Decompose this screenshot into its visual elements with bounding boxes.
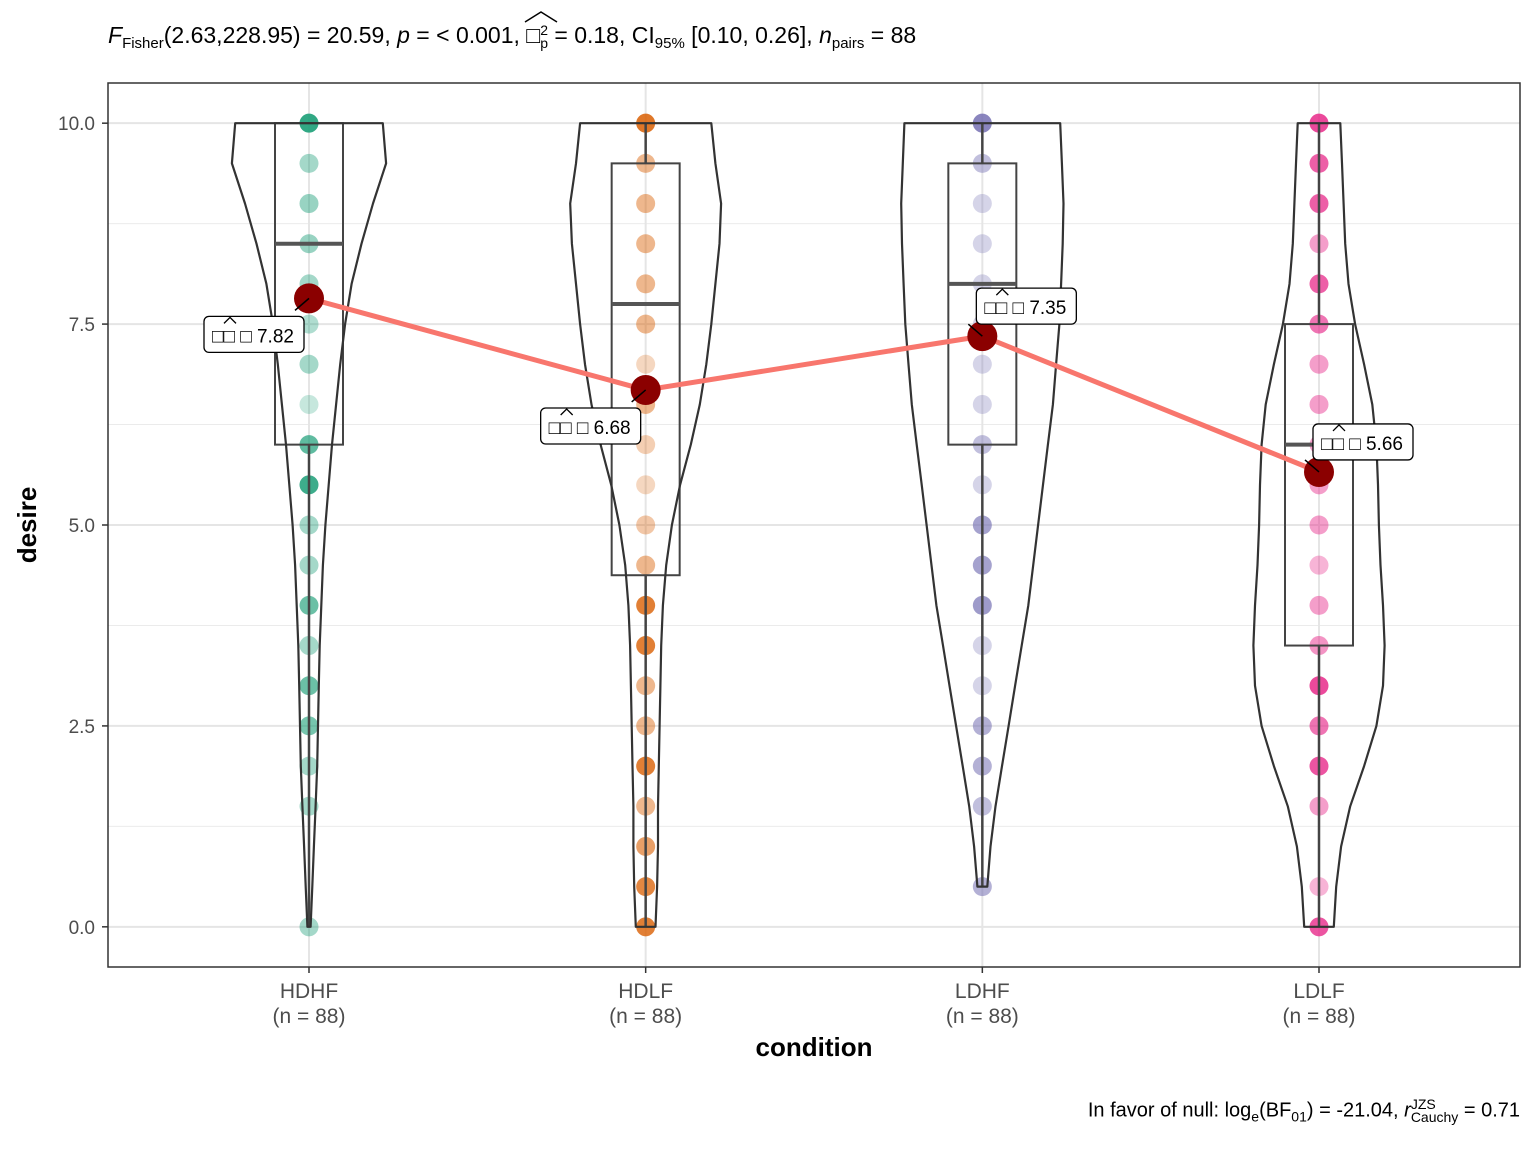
y-tick-label: 10.0 [58, 114, 95, 135]
mean-label-leader [1304, 459, 1320, 473]
x-count-label: (n = 88) [946, 1005, 1019, 1028]
data-point [1309, 515, 1329, 535]
x-tick-label: HDLF [618, 980, 673, 1003]
data-point [1309, 394, 1329, 414]
mean-label-hat [223, 316, 237, 324]
data-point [972, 194, 992, 214]
caption-prefix: In favor of null: log [1087, 1099, 1252, 1122]
x-count-label: (n = 88) [609, 1005, 682, 1028]
effect-sup: 2 [540, 21, 548, 38]
chart-caption: In favor of null: loge(BF01) = -21.04, r… [1087, 1096, 1520, 1125]
y-tick-label: 2.5 [69, 717, 95, 738]
y-axis-title: desire [12, 487, 42, 564]
data-point [636, 354, 656, 374]
mean-label-box [1312, 423, 1414, 461]
data-point [1309, 595, 1329, 615]
x-count-label: (n = 88) [273, 1005, 346, 1028]
data-point [299, 354, 319, 374]
caption-bf-sub: 01 [1291, 1108, 1307, 1125]
group-LDHF [900, 113, 1065, 897]
data-point [636, 555, 656, 575]
data-point [299, 153, 319, 173]
data-point [299, 394, 319, 414]
box-iqr [610, 162, 681, 577]
y-tick-label: 7.5 [69, 315, 95, 336]
x-axis-title: condition [756, 1032, 873, 1062]
data-point [1309, 555, 1329, 575]
effect-symbol: □ [526, 22, 541, 48]
mean-label-leader [294, 297, 310, 311]
data-point [636, 194, 656, 214]
effect-hat-mark [524, 11, 558, 23]
mean-label-leader [967, 323, 983, 337]
mean-label: □□ □ 7.82 [212, 326, 294, 347]
data-point [636, 234, 656, 254]
data-point [636, 515, 656, 535]
data-point [972, 394, 992, 414]
y-tick-label: 5.0 [69, 516, 95, 537]
data-point [972, 234, 992, 254]
stat-value: (2.63,228.95) = 20.59, [163, 22, 398, 48]
group-HDLF [569, 113, 723, 937]
violin-outline [1252, 122, 1386, 928]
data-point [636, 274, 656, 294]
data-point [636, 475, 656, 495]
mean-label: □□ □ 7.35 [984, 298, 1066, 319]
caption-r-sub: Cauchy [1410, 1109, 1459, 1125]
mean-label: □□ □ 6.68 [549, 418, 631, 439]
data-point [972, 354, 992, 374]
caption-log-sub: e [1251, 1108, 1260, 1125]
mean-label-hat [1332, 424, 1346, 432]
box-iqr [1284, 323, 1354, 647]
ci-value: [0.10, 0.26], [684, 22, 820, 48]
caption-r-sup: JZS [1410, 1096, 1436, 1112]
mean-label-box [975, 287, 1077, 325]
group-LDLF [1252, 113, 1386, 937]
caption-bf-rest: ) = -21.04, [1306, 1099, 1405, 1122]
mean-label-box [540, 407, 642, 445]
mean-label: □□ □ 5.66 [1321, 434, 1403, 455]
n-symbol: n [819, 22, 832, 48]
group-HDHF [230, 113, 388, 937]
chart-subtitle: FFisher(2.63,228.95) = 20.59, p = < 0.00… [108, 11, 917, 52]
x-count-label: (n = 88) [1283, 1005, 1356, 1028]
y-tick-label: 0.0 [69, 918, 95, 939]
mean-label-box [203, 315, 305, 354]
n-value: = 88 [864, 22, 917, 48]
stat-symbol: F [108, 22, 123, 48]
caption-r-value: = 0.71 [1458, 1099, 1520, 1122]
effect-value: = 0.18, CI [548, 22, 655, 48]
caption-r-stack: JZS Cauchy [1410, 1096, 1459, 1125]
mean-line [306, 295, 1322, 475]
data-point [1309, 354, 1329, 374]
x-tick-label: LDHF [955, 980, 1010, 1003]
violin-outline [900, 122, 1065, 888]
mean-label-hat [560, 408, 574, 416]
n-sub: pairs [831, 35, 865, 52]
data-point [299, 194, 319, 214]
x-tick-label: LDLF [1293, 980, 1344, 1003]
p-symbol: p [397, 22, 410, 48]
ci-sub: 95% [654, 35, 685, 52]
violin-outline [569, 122, 723, 928]
x-tick-label: HDHF [280, 980, 338, 1003]
mean-label-leader [631, 389, 647, 403]
data-point [636, 314, 656, 334]
violin-outline [230, 122, 388, 928]
caption-r-symbol: r [1404, 1099, 1411, 1122]
caption-bf-open: (BF [1259, 1099, 1292, 1122]
stat-sub: Fisher [122, 35, 164, 52]
p-value: = < 0.001, [409, 22, 527, 48]
effect-hat: □ 2 p [524, 11, 558, 51]
mean-label-hat [995, 288, 1009, 296]
effect-sub: p [540, 34, 548, 51]
